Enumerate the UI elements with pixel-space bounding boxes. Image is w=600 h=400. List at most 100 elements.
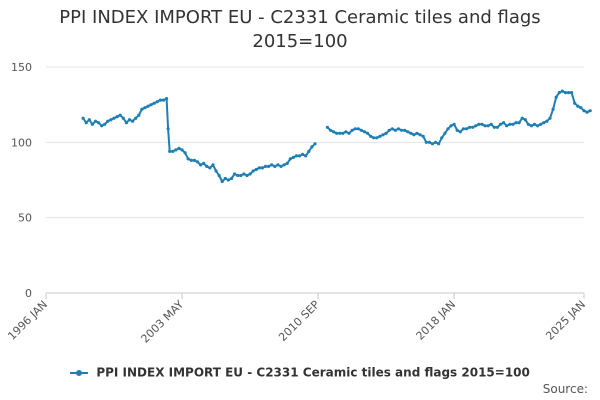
x-tick-label-3: 2018 JAN [414,298,459,343]
data-point-0-0-21 [146,104,150,108]
data-point-0-0-40 [202,161,206,165]
data-point-0-0-55 [248,172,252,176]
data-point-0-1-76 [560,89,565,93]
data-point-0-0-75 [310,145,314,149]
data-point-0-1-11 [359,128,363,132]
data-point-0-0-24 [155,100,159,104]
data-point-0-1-5 [341,131,345,135]
data-point-0-1-39 [446,127,450,131]
data-point-0-0-0 [81,116,85,120]
data-point-0-1-61 [514,121,518,125]
data-point-0-1-38 [443,131,447,135]
data-point-0-1-33 [427,140,431,144]
data-point-0-0-46 [220,179,224,184]
data-point-0-1-58 [505,124,509,128]
data-point-0-1-75 [557,91,561,95]
data-point-0-1-25 [403,128,407,132]
data-point-0-1-79 [570,91,574,95]
data-point-0-0-9 [109,118,113,122]
data-point-0-1-48 [474,124,478,128]
data-point-0-1-23 [396,127,401,131]
data-point-0-0-10 [112,116,116,120]
data-point-0-1-50 [480,122,484,126]
data-point-0-1-18 [381,133,385,137]
data-point-0-1-82 [579,106,583,110]
data-point-0-1-8 [350,128,354,132]
data-point-0-0-59 [260,166,264,170]
data-point-0-1-27 [409,131,413,135]
data-point-0-1-44 [461,127,465,131]
legend-series-swatch [70,368,89,378]
data-point-0-0-23 [152,101,156,105]
data-point-0-0-38 [195,160,200,164]
data-point-0-0-3 [90,122,94,126]
data-point-0-1-45 [464,127,469,131]
data-point-0-1-64 [523,118,527,122]
data-point-0-0-36 [189,158,193,162]
data-point-0-1-41 [452,122,456,126]
legend-series-label: PPI INDEX IMPORT EU - C2331 Ceramic tile… [96,365,530,380]
data-point-0-0-12 [118,113,122,117]
source-label: Source: [542,382,588,396]
data-point-0-0-73 [304,154,308,158]
data-point-0-1-22 [393,128,397,132]
data-point-0-0-67 [285,161,289,165]
data-point-0-0-76 [313,142,317,146]
data-point-0-0-4 [93,119,98,123]
data-point-0-0-32 [177,146,181,150]
data-point-0-0-72 [301,152,305,156]
data-point-0-0-1 [84,121,88,125]
data-point-0-0-65 [279,164,283,168]
data-point-0-0-34 [183,151,187,155]
x-tick-label-4: 2025 JAN [543,298,588,343]
data-point-0-1-80 [573,101,577,105]
data-point-0-0-11 [115,115,119,119]
data-point-0-1-43 [458,130,462,134]
data-point-0-1-1 [328,128,333,132]
data-point-0-0-60 [263,164,268,168]
legend[interactable]: PPI INDEX IMPORT EU - C2331 Ceramic tile… [0,365,600,380]
data-point-0-0-68 [288,157,292,161]
y-tick-label-50: 50 [18,212,32,225]
data-point-0-1-9 [353,127,357,131]
data-point-0-0-20 [143,106,147,110]
data-point-0-1-12 [362,130,367,134]
data-point-0-1-2 [332,130,336,134]
data-point-0-0-56 [251,169,255,173]
data-point-0-1-74 [554,95,558,99]
data-point-0-0-61 [267,164,271,168]
data-point-0-1-54 [492,125,496,129]
y-tick-label-150: 150 [11,61,32,74]
data-point-0-1-34 [430,142,435,146]
data-point-0-1-49 [477,122,481,126]
data-point-0-1-72 [548,116,552,120]
data-point-0-0-31 [174,148,178,152]
x-tick-label-2: 2010 SEP [276,298,322,344]
data-point-0-1-0 [325,125,329,129]
data-point-0-0-53 [242,172,246,176]
data-point-0-0-25 [158,98,162,102]
data-point-0-1-84 [585,110,589,114]
data-point-0-1-28 [412,133,416,137]
data-point-0-0-33 [180,148,184,152]
data-point-0-1-62 [517,121,521,125]
data-point-0-1-35 [434,140,438,144]
data-point-0-1-55 [495,125,499,129]
data-point-0-1-10 [356,127,360,131]
data-point-0-1-29 [415,131,419,135]
data-point-0-0-42 [208,166,212,170]
data-point-0-1-37 [440,136,444,140]
data-point-0-0-5 [97,121,101,125]
data-point-0-1-36 [437,142,441,146]
data-point-0-1-68 [536,124,540,128]
data-point-0-1-16 [375,136,379,140]
data-point-0-1-67 [532,122,537,126]
data-point-0-1-47 [471,125,475,129]
data-point-0-0-58 [257,166,261,170]
data-point-0-0-13 [121,116,125,120]
data-point-0-0-63 [273,164,277,168]
y-tick-label-100: 100 [11,136,32,149]
data-point-0-0-49 [229,176,234,181]
data-point-0-0-51 [236,173,240,178]
